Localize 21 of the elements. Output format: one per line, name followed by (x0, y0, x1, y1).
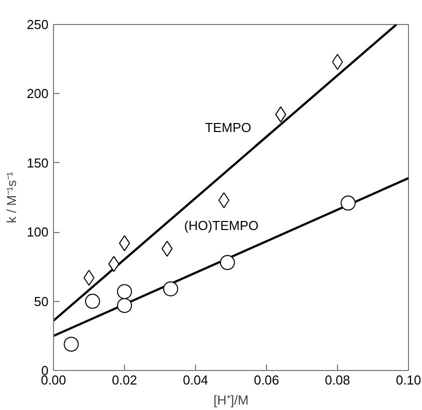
point (117, 284, 132, 300)
x-tick-label: 0.02 (112, 372, 138, 388)
point (163, 281, 178, 296)
series-label: TEMPO (205, 120, 252, 135)
x-tick-label: 0.04 (182, 372, 208, 388)
y-tick-label: 200 (26, 86, 49, 102)
point (85, 294, 100, 309)
point (117, 298, 132, 313)
y-tick-label: 250 (26, 17, 49, 32)
y-tick-label: 100 (26, 224, 49, 240)
point (220, 255, 235, 270)
y-tick-label: 50 (34, 294, 49, 309)
series-label: (HO)TEMPO (184, 218, 259, 234)
x-tick-label: 0.10 (396, 372, 422, 388)
x-axis-title: [H⁺]/M (213, 392, 249, 408)
x-tick-label: 0.06 (254, 372, 280, 388)
y-tick-label: 150 (26, 155, 49, 170)
point (340, 196, 356, 211)
point (64, 336, 79, 352)
y-axis-title: k / M⁻¹s⁻¹ (4, 171, 19, 224)
x-tick-label: 0.08 (324, 372, 350, 388)
